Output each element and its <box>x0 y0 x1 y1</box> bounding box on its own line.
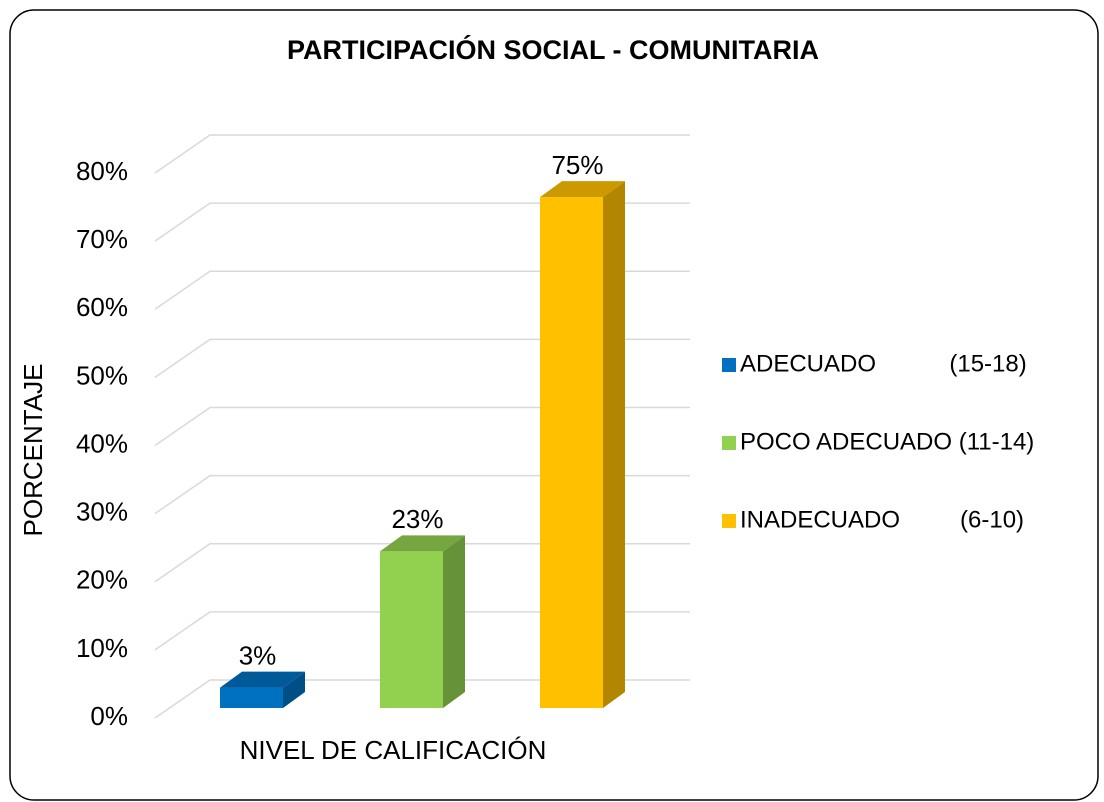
value-label: 3% <box>239 640 277 670</box>
bar <box>380 551 443 708</box>
grid-line <box>154 270 690 310</box>
bar <box>220 687 283 708</box>
y-tick-label: 30% <box>76 497 128 527</box>
y-tick-label: 70% <box>76 224 128 254</box>
grid-line <box>154 134 690 174</box>
legend-swatch <box>722 514 736 528</box>
grid-line <box>154 406 690 447</box>
grid-line <box>154 338 690 378</box>
bar-top <box>540 181 625 198</box>
x-axis-label: NIVEL DE CALIFICACIÓN <box>240 735 547 765</box>
bar-top <box>220 671 305 688</box>
bar-side <box>603 181 625 708</box>
bar <box>540 197 603 708</box>
y-tick-label: 80% <box>76 156 128 186</box>
legend-label: INADECUADO (6-10) <box>740 506 1024 533</box>
grid-line <box>154 679 690 719</box>
y-tick-label: 50% <box>76 360 128 390</box>
y-tick-label: 60% <box>76 292 128 322</box>
y-tick-label: 10% <box>76 633 128 663</box>
legend-swatch <box>722 358 736 372</box>
y-tick-label: 0% <box>90 701 128 731</box>
y-tick-label: 40% <box>76 428 128 458</box>
grid-line <box>154 474 690 515</box>
bar-side <box>443 535 465 708</box>
y-axis-label: PORCENTAJE <box>18 364 48 537</box>
bar-side <box>283 671 305 708</box>
grid-line <box>154 543 690 583</box>
chart-title: PARTICIPACIÓN SOCIAL - COMUNITARIA <box>287 34 819 65</box>
grid-line <box>154 202 690 242</box>
value-label: 75% <box>551 150 603 180</box>
legend-label: POCO ADECUADO (11-14) <box>740 428 1034 455</box>
y-tick-label: 20% <box>76 565 128 595</box>
value-label: 23% <box>391 504 443 534</box>
bar-top <box>380 535 465 552</box>
legend-swatch <box>722 436 736 450</box>
grid-line <box>154 611 690 651</box>
legend-label: ADECUADO (15-18) <box>740 350 1027 377</box>
